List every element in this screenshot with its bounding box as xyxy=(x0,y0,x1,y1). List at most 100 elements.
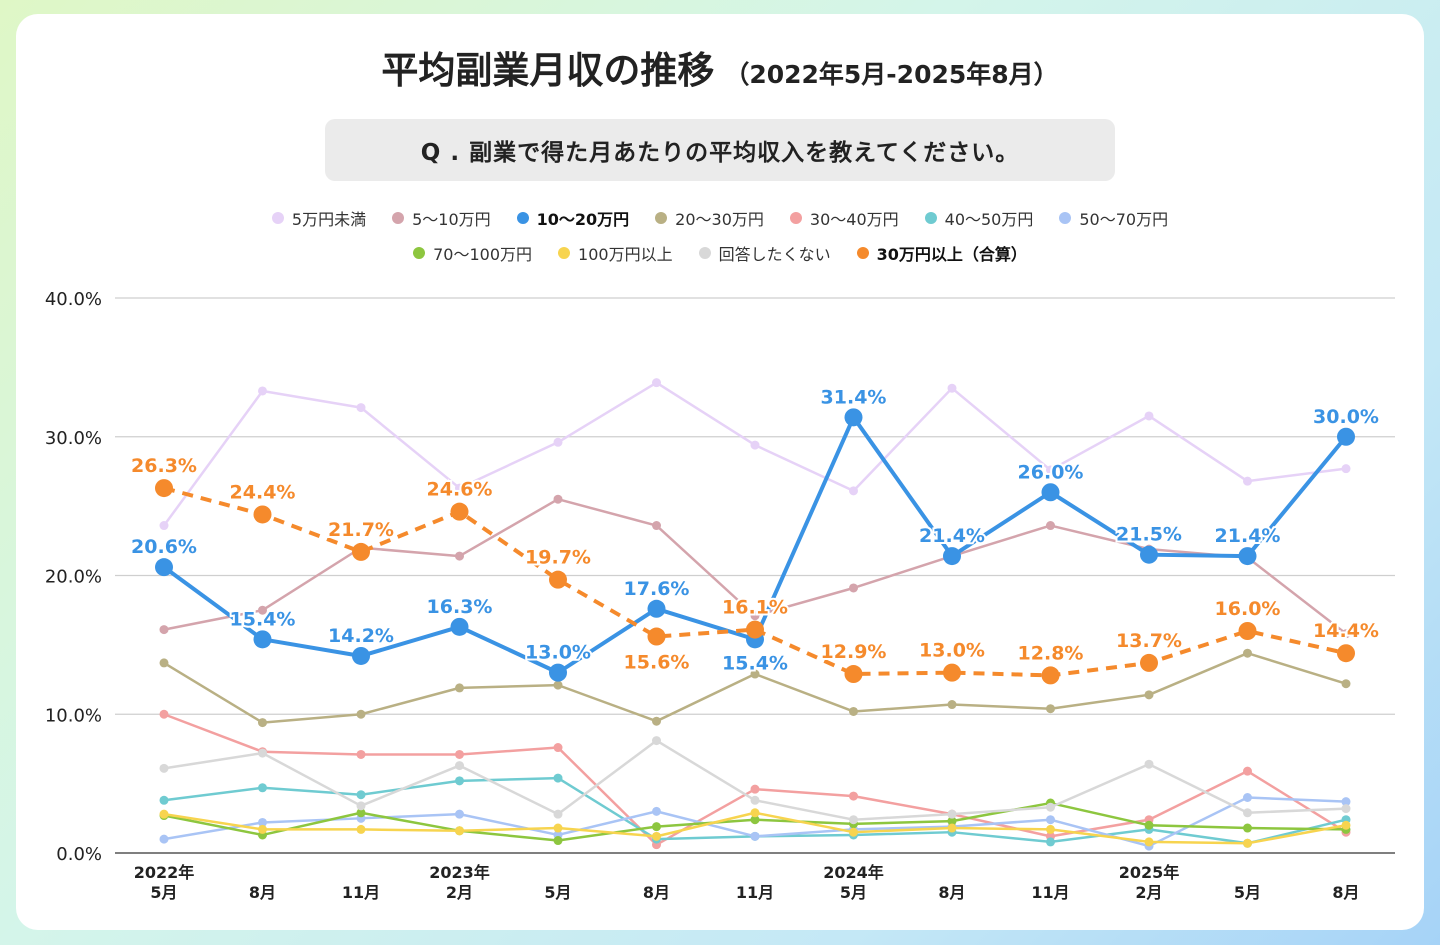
data-point xyxy=(1144,690,1154,700)
data-label: 13.7% xyxy=(1116,630,1182,652)
data-point xyxy=(1046,837,1055,847)
legend-item: 70〜100万円 xyxy=(413,241,532,265)
data-point xyxy=(1144,411,1154,421)
x-tick-year-label: 2022年 xyxy=(134,863,195,882)
legend-label: 70〜100万円 xyxy=(433,245,533,264)
y-tick-label: 0.0% xyxy=(56,844,102,865)
data-label: 15.4% xyxy=(722,652,788,674)
data-point xyxy=(258,817,267,827)
data-point xyxy=(253,630,272,649)
data-point xyxy=(553,743,563,753)
data-point xyxy=(356,709,366,719)
data-point xyxy=(1341,804,1351,814)
data-point xyxy=(1243,823,1252,833)
legend-label: 5〜10万円 xyxy=(412,210,491,229)
data-point xyxy=(647,599,666,618)
data-point xyxy=(159,795,169,805)
data-point xyxy=(553,823,563,833)
data-point xyxy=(849,486,858,496)
data-point xyxy=(1243,808,1252,818)
data-point xyxy=(1243,793,1252,802)
data-point xyxy=(455,551,464,561)
legend-swatch xyxy=(789,212,802,224)
data-point xyxy=(155,479,173,498)
data-label: 24.6% xyxy=(427,479,493,501)
legend-label: 20〜30万円 xyxy=(675,210,764,229)
legend-label: 100万円以上 xyxy=(578,245,673,264)
data-label: 16.0% xyxy=(1215,598,1281,620)
data-point xyxy=(652,378,661,388)
data-point xyxy=(1046,815,1055,825)
data-label: 17.6% xyxy=(624,578,690,600)
data-point xyxy=(750,808,760,818)
legend-label: 30〜40万円 xyxy=(809,210,899,229)
data-label: 26.0% xyxy=(1018,461,1084,483)
data-point xyxy=(652,822,661,832)
legend-swatch xyxy=(516,212,529,224)
question-box: Q . 副業で得た月あたりの平均収入を教えてください。 xyxy=(325,119,1115,181)
data-point xyxy=(750,611,760,621)
legend-item: 40〜50万円 xyxy=(924,206,1034,230)
data-point xyxy=(553,836,563,846)
chart-title: 平均副業月収の推移 xyxy=(381,49,715,92)
data-point xyxy=(746,620,764,639)
data-point xyxy=(258,783,267,793)
x-tick-year-label: 2024年 xyxy=(823,863,884,882)
data-point xyxy=(947,823,957,833)
legend-swatch xyxy=(558,247,571,259)
x-tick-label: 5月 xyxy=(544,883,571,902)
legend-item: 5万円未満 xyxy=(271,206,367,230)
data-point xyxy=(455,749,464,759)
legend-label: 5万円未満 xyxy=(291,210,367,229)
data-point xyxy=(750,440,760,450)
legend-item: 30〜40万円 xyxy=(789,206,899,230)
data-point xyxy=(1041,483,1060,502)
y-tick-label: 30.0% xyxy=(45,428,102,449)
data-point xyxy=(1041,666,1060,685)
legend-swatch xyxy=(1059,212,1072,224)
x-tick-label: 11月 xyxy=(736,883,774,902)
legend-label: 50〜70万円 xyxy=(1079,210,1169,229)
data-point xyxy=(553,773,563,783)
data-point xyxy=(647,627,666,646)
data-point xyxy=(1046,824,1055,834)
data-point xyxy=(1243,766,1252,776)
legend-item: 5〜10万円 xyxy=(392,206,491,230)
data-point xyxy=(1341,679,1351,689)
data-label: 26.3% xyxy=(131,455,197,477)
question-text: Q . 副業で得た月あたりの平均収入を教えてください。 xyxy=(420,140,1020,166)
data-point xyxy=(943,547,961,566)
legend-swatch xyxy=(856,247,869,259)
data-point xyxy=(652,716,661,726)
legend-item: 10〜20万円 xyxy=(516,206,629,230)
data-label: 21.4% xyxy=(1215,525,1281,547)
data-label: 21.4% xyxy=(919,525,985,547)
data-point xyxy=(258,605,267,615)
data-point xyxy=(258,748,267,758)
data-point xyxy=(159,521,169,531)
data-point xyxy=(844,408,863,427)
x-tick-label: 8月 xyxy=(643,883,670,902)
data-label: 14.2% xyxy=(328,625,394,647)
data-point xyxy=(1140,653,1158,672)
data-point xyxy=(159,709,169,719)
data-point xyxy=(159,625,169,635)
legend-swatch xyxy=(392,212,405,224)
data-point xyxy=(947,816,957,826)
legend-swatch xyxy=(655,212,668,224)
data-point xyxy=(356,790,366,800)
data-label: 13.0% xyxy=(525,642,591,664)
data-point xyxy=(159,763,169,773)
data-point xyxy=(652,521,661,531)
x-tick-label: 5月 xyxy=(840,883,867,902)
x-tick-label: 2月 xyxy=(446,883,473,902)
data-label: 21.7% xyxy=(328,519,394,541)
data-point xyxy=(652,736,661,746)
data-point xyxy=(1243,838,1252,848)
legend-item: 100万円以上 xyxy=(558,241,673,265)
data-point xyxy=(159,834,169,844)
data-point xyxy=(844,665,863,684)
legend-label: 40〜50万円 xyxy=(944,210,1034,229)
legend-row-2: 70〜100万円 100万円以上 回答したくない 30万円以上（合算） xyxy=(0,241,1440,265)
